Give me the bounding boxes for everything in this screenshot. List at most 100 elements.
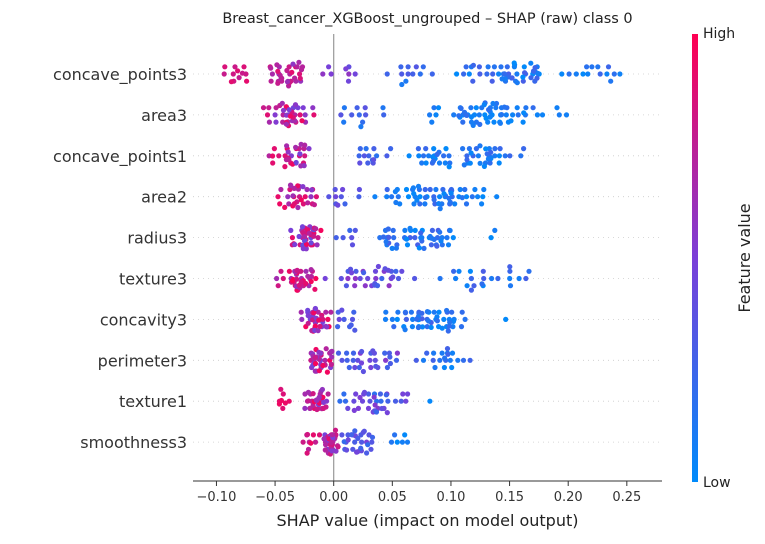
shap-point (479, 281, 485, 287)
shap-point (415, 146, 421, 152)
shap-point (398, 398, 404, 404)
shap-point (356, 194, 362, 200)
shap-point (333, 448, 339, 454)
shap-point (441, 153, 447, 159)
shap-point (441, 364, 447, 371)
shap-point (285, 156, 291, 162)
shap-point (484, 71, 490, 77)
shap-point (345, 275, 351, 282)
shap-point (462, 316, 468, 322)
shap-point (268, 78, 274, 84)
feature-points-texture1 (276, 386, 433, 416)
shap-point (554, 105, 560, 111)
shap-point (371, 146, 377, 152)
shap-point (306, 146, 312, 152)
shap-point (507, 153, 513, 159)
shap-point (363, 146, 369, 152)
shap-point (341, 105, 347, 111)
shap-point (445, 242, 452, 248)
shap-point (424, 350, 430, 356)
shap-point (395, 309, 401, 315)
shap-point (301, 234, 308, 240)
shap-point (402, 432, 408, 438)
shap-point (316, 394, 322, 400)
shap-point (415, 324, 421, 331)
shap-point (347, 227, 353, 233)
shap-point (464, 157, 470, 163)
shap-point (413, 357, 419, 363)
shap-point (617, 71, 623, 77)
shap-point (431, 105, 437, 111)
shap-point (329, 432, 335, 438)
shap-point (328, 361, 334, 367)
shap-point (481, 102, 487, 108)
shap-point (427, 233, 433, 240)
shap-point (344, 447, 350, 453)
shap-point (320, 362, 326, 369)
shap-point (387, 360, 393, 367)
shap-point (341, 316, 347, 322)
shap-point (447, 357, 453, 363)
shap-point (323, 442, 329, 448)
shap-point (460, 146, 466, 152)
shap-point (385, 267, 391, 273)
shap-point (501, 104, 507, 110)
shap-point (523, 105, 529, 111)
shap-point (368, 364, 374, 371)
feature-label-perimeter3: perimeter3 (98, 351, 187, 370)
shap-point (412, 275, 418, 282)
shap-point (496, 71, 502, 77)
shap-point (384, 410, 390, 416)
shap-point (437, 206, 443, 212)
shap-point (497, 120, 503, 126)
shap-point (321, 436, 327, 442)
shap-point (303, 268, 309, 274)
shap-point (375, 263, 381, 270)
shap-point (332, 186, 338, 193)
shap-point (507, 275, 513, 282)
shap-point (305, 389, 311, 395)
shap-point (350, 350, 357, 356)
colorbar-title: Feature value (735, 203, 754, 312)
shap-point (302, 153, 308, 159)
x-tick-label: −0.10 (197, 490, 237, 505)
shap-point (285, 194, 291, 200)
shap-point (278, 268, 284, 274)
shap-point (269, 71, 275, 77)
shap-point (404, 242, 411, 248)
shap-point (302, 405, 308, 411)
shap-point (472, 186, 478, 193)
shap-point (236, 75, 242, 81)
shap-point (432, 201, 438, 207)
shap-point (276, 153, 282, 159)
shap-point (321, 399, 327, 405)
shap-point (318, 227, 324, 233)
shap-point (435, 105, 442, 111)
shap-point (337, 398, 343, 404)
shap-point (434, 151, 440, 157)
shap-point (291, 185, 297, 191)
feature-label-concave_points1: concave_points1 (53, 147, 187, 167)
shap-point (373, 363, 379, 369)
shap-point (352, 439, 358, 445)
shap-point (323, 346, 329, 352)
shap-point (402, 327, 408, 333)
shap-point (316, 368, 322, 374)
shap-point (417, 194, 423, 200)
shap-point (410, 185, 416, 191)
shap-point (372, 357, 378, 363)
shap-point (346, 71, 352, 77)
shap-point (451, 268, 457, 274)
shap-point (393, 357, 400, 363)
shap-point (298, 279, 304, 285)
shap-point (490, 71, 496, 77)
shap-point (507, 283, 514, 289)
shap-point (283, 112, 290, 118)
shap-point (335, 350, 342, 356)
shap-point (351, 398, 357, 404)
shap-point (241, 64, 247, 70)
shap-point (365, 442, 371, 448)
shap-point (511, 60, 517, 66)
shap-point (287, 186, 293, 193)
shap-point (372, 402, 378, 408)
